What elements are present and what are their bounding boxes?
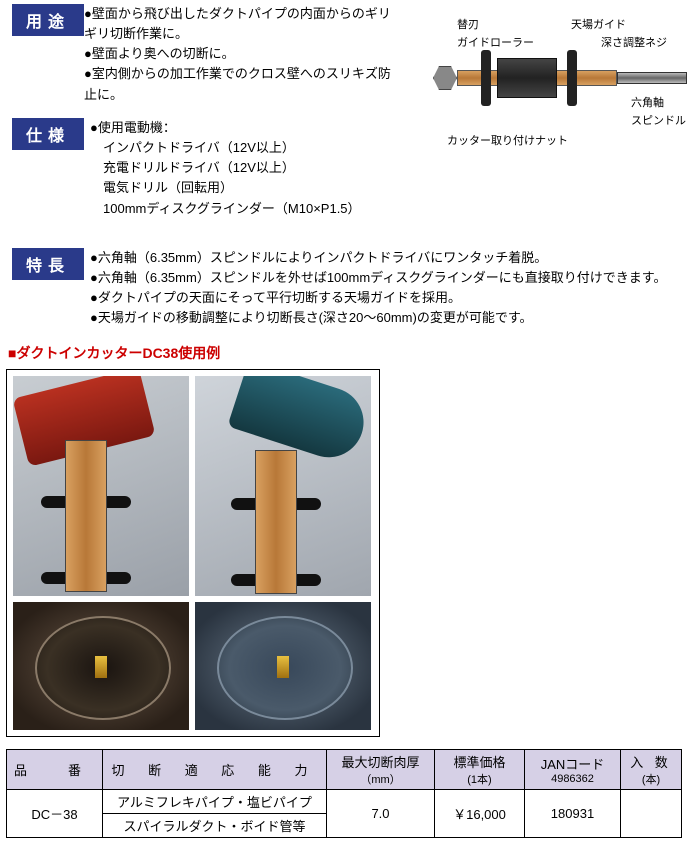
example-photo-grinder [195,376,371,596]
text: ダクトパイプの天面にそって平行切断する天場ガイドを採用。 [98,290,461,305]
th-max-thick: 最大切断肉厚 （mm） [327,749,435,789]
th-jan: JANコード 4986362 [525,749,621,789]
text: 壁面より奥への切断に。 [92,46,235,61]
cell-nyusu [621,789,682,837]
tokuchou-item: 天場ガイドの移動調整により切断長さ(深さ20～60mm)の変更が可能です。 [90,308,666,328]
content-column: 用途 壁面から飛び出したダクトパイプの内面からのギリギリ切断作業に。 壁面より奥… [4,4,687,335]
cell-jan: 180931 [525,789,621,837]
youto-list: 壁面から飛び出したダクトパイプの内面からのギリギリ切断作業に。 壁面より奥への切… [84,4,393,112]
example-photo-pipe-2 [195,602,371,730]
label-fukasa-neji: 深さ調整ネジ [601,34,667,50]
text: 最大切断肉厚 [341,755,419,770]
youto-item: 壁面から飛び出したダクトパイプの内面からのギリギリ切断作業に。 [84,4,393,44]
spec-section: 用途 壁面から飛び出したダクトパイプの内面からのギリギリ切断作業に。 壁面より奥… [0,0,687,335]
shiyo-line: インパクトドライバ（12V以上） [90,138,361,158]
shiyo-line: 電気ドリル（回転用） [90,178,361,198]
text: 使用電動機： [98,120,176,135]
label-spindle: スピンドル [631,112,686,128]
shiyo-lead: 使用電動機： インパクトドライバ（12V以上） 充電ドリルドライバ（12V以上）… [90,118,361,219]
text: 品 番 [14,763,95,778]
table-row: DC－38 アルミフレキパイプ・塩ビパイプ 7.0 ￥16,000 180931 [7,789,682,813]
cell-capability-1: アルミフレキパイプ・塩ビパイプ [103,789,327,813]
badge-youto: 用途 [12,4,84,36]
text: 入 数 [630,755,672,770]
th-price: 標準価格 (1本) [435,749,525,789]
badge-tokuchou: 特長 [12,248,84,280]
label-rokkaku: 六角軸 [631,94,664,110]
tokuchou-item: 六角軸（6.35mm）スピンドルを外せば100mmディスクグラインダーにも直接取… [90,268,666,288]
shiyo-list: 使用電動機： インパクトドライバ（12V以上） 充電ドリルドライバ（12V以上）… [90,118,361,242]
label-tenba-guide: 天場ガイド [571,16,626,32]
cell-hinban: DC－38 [7,789,103,837]
youto-item: 室内側からの加工作業でのクロス壁へのスリキズ防止に。 [84,64,393,104]
text: 天場ガイドの移動調整により切断長さ(深さ20～60mm)の変更が可能です。 [98,310,533,325]
cell-capability-2: スパイラルダクト・ボイド管等 [103,813,327,837]
tokuchou-item: 六角軸（6.35mm）スピンドルによりインパクトドライバにワンタッチ着脱。 [90,248,666,268]
shiyo-line: 100mmディスクグラインダー（M10×P1.5） [90,199,361,219]
spec-table: 品 番 切 断 適 応 能 力 最大切断肉厚 （mm） 標準価格 (1本) JA… [6,749,682,838]
text: 標準価格 [453,755,505,770]
text: 室内側からの加工作業でのクロス壁へのスリキズ防止に。 [84,66,391,101]
text: 六角軸（6.35mm）スピンドルを外せば100mmディスクグラインダーにも直接取… [98,270,667,285]
th-hinban: 品 番 [7,749,103,789]
label-kaeba: 替刃 [457,16,479,32]
text: 切 断 適 応 能 力 [111,763,317,778]
unit: (本) [625,771,677,787]
parts-diagram: 替刃 ガイドローラー カッター取り付けナット 天場ガイド 深さ調整ネジ 六角軸 … [397,4,687,164]
tokuchou-list: 六角軸（6.35mm）スピンドルによりインパクトドライバにワンタッチ着脱。 六角… [90,248,666,329]
th-setsudan: 切 断 適 応 能 力 [103,749,327,789]
label-guide-roller: ガイドローラー [457,34,534,50]
text: JANコード [541,757,605,772]
cell-max-thick: 7.0 [327,789,435,837]
unit: (1本) [439,771,520,787]
prefix: 4986362 [529,773,616,785]
badge-shiyo: 仕様 [12,118,84,150]
unit: （mm） [331,771,430,787]
text: 壁面から飛び出したダクトパイプの内面からのギリギリ切断作業に。 [84,6,391,41]
example-photo-impact-driver [13,376,189,596]
example-title: ■ダクトインカッターDC38使用例 [0,335,687,369]
tokuchou-item: ダクトパイプの天面にそって平行切断する天場ガイドを採用。 [90,288,666,308]
shiyo-line: 充電ドリルドライバ（12V以上） [90,158,361,178]
th-nyusu: 入 数 (本) [621,749,682,789]
example-photo-box [6,369,380,737]
cell-price: ￥16,000 [435,789,525,837]
youto-item: 壁面より奥への切断に。 [84,44,393,64]
text: 六角軸（6.35mm）スピンドルによりインパクトドライバにワンタッチ着脱。 [98,250,547,265]
example-photo-pipe-1 [13,602,189,730]
label-cutter-nut: カッター取り付けナット [447,132,568,148]
